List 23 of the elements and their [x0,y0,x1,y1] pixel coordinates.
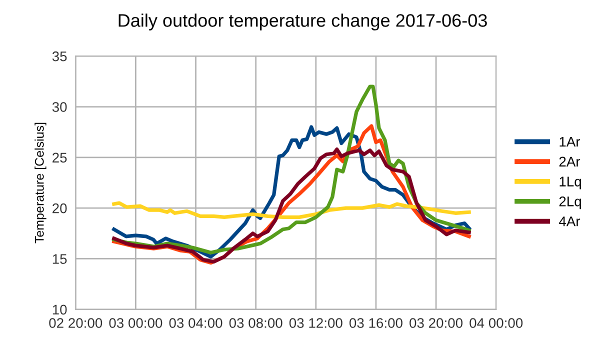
legend-label: 4Ar [558,216,580,226]
y-tick-label: 35 [52,51,67,62]
x-tick-label: 04 00:00 [470,318,523,328]
y-axis-title: Temperature [Celsius] [34,122,46,244]
x-tick-label: 03 20:00 [410,318,463,328]
line-series [112,201,471,220]
y-tick-label: 15 [52,254,67,264]
x-tick-label: 02 20:00 [49,318,102,328]
y-tick-label: 10 [52,304,67,315]
y-tick-label: 30 [52,102,67,112]
x-tick-label: 03 12:00 [289,318,342,328]
legend-label: 1Lq [560,176,581,190]
legend-label: 2Ar [559,156,580,166]
line-series [112,148,471,264]
y-tick-label: 20 [52,203,67,214]
chart-title: Daily outdoor temperature change 2017-06-03 [118,14,487,30]
legend-label: 1Ar [560,137,580,147]
x-tick-label: 03 08:00 [229,318,282,328]
legend-label: 2Lq [559,196,581,210]
y-tick-label: 25 [52,152,67,163]
x-tick-label: 03 16:00 [349,318,402,328]
x-tick-label: 03 04:00 [169,318,222,328]
x-tick-label: 03 00:00 [109,318,162,328]
